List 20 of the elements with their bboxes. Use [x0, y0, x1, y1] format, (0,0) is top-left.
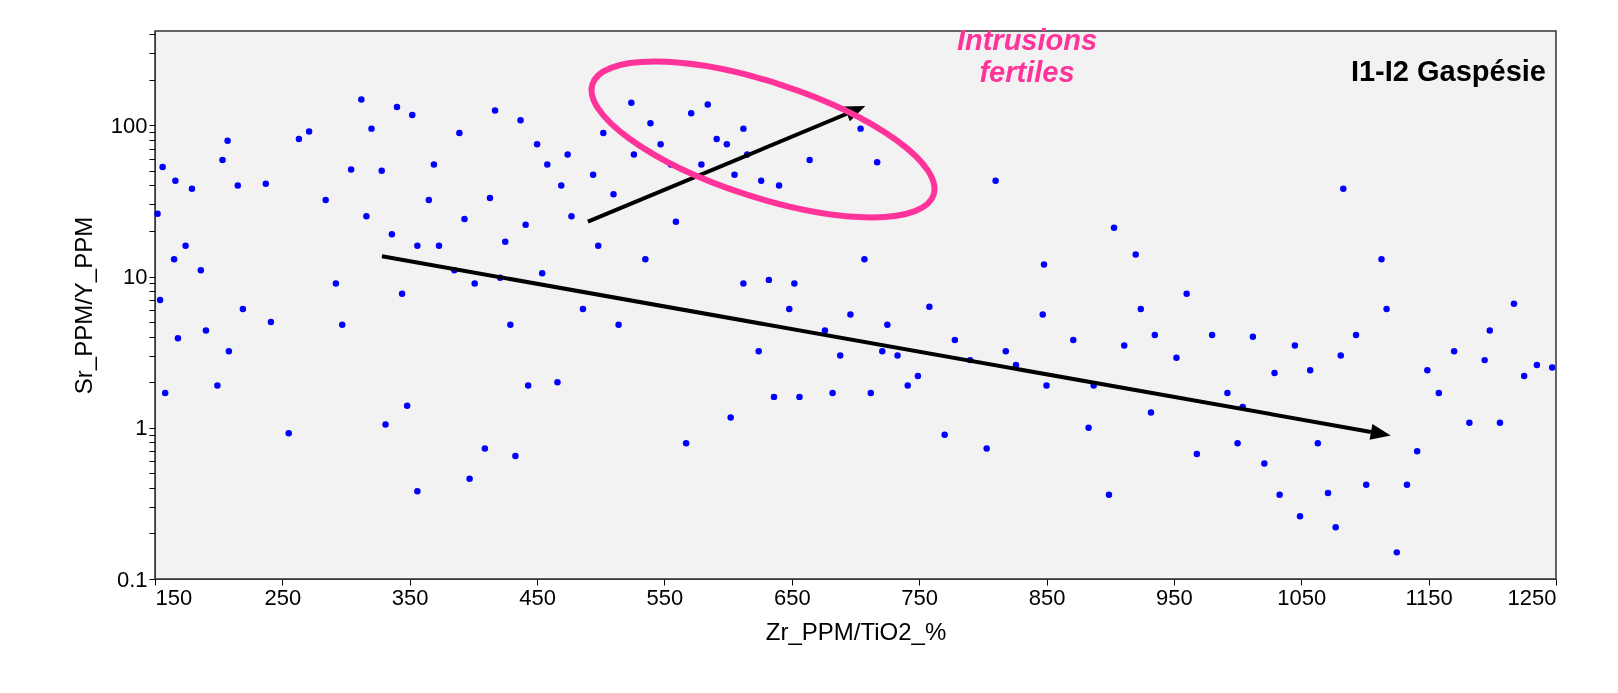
annotation: Intrusions fertiles [956, 24, 1098, 88]
x-tick-label: 950 [1156, 584, 1193, 610]
y-tick-label: 1 [135, 415, 148, 441]
x-tick-label: 350 [391, 584, 429, 610]
y-axis-title: Sr_PPM/Y_PPM [69, 216, 97, 395]
x-axis-title: Zr_PPM/TiO2_% [765, 617, 947, 645]
x-tick-label: 1050 [1277, 584, 1327, 610]
x-tick-label: 750 [901, 584, 939, 610]
y-tick-label: 10 [123, 264, 148, 290]
x-tick-label: 850 [1028, 584, 1066, 610]
x-tick-label: 550 [646, 584, 684, 610]
x-tick-label: 450 [519, 584, 556, 610]
text: I1-I2 Gaspésie [1350, 55, 1546, 87]
x-tick-label: 1250 [1507, 584, 1557, 610]
x-tick-label: 150 [155, 584, 193, 610]
x-tick-label: 650 [773, 584, 811, 610]
y-tick-label: 100 [110, 112, 148, 138]
x-tick-label: 250 [264, 584, 302, 610]
y-tick-label: 0.1 [116, 566, 148, 592]
x-tick-label: 1150 [1405, 584, 1453, 610]
